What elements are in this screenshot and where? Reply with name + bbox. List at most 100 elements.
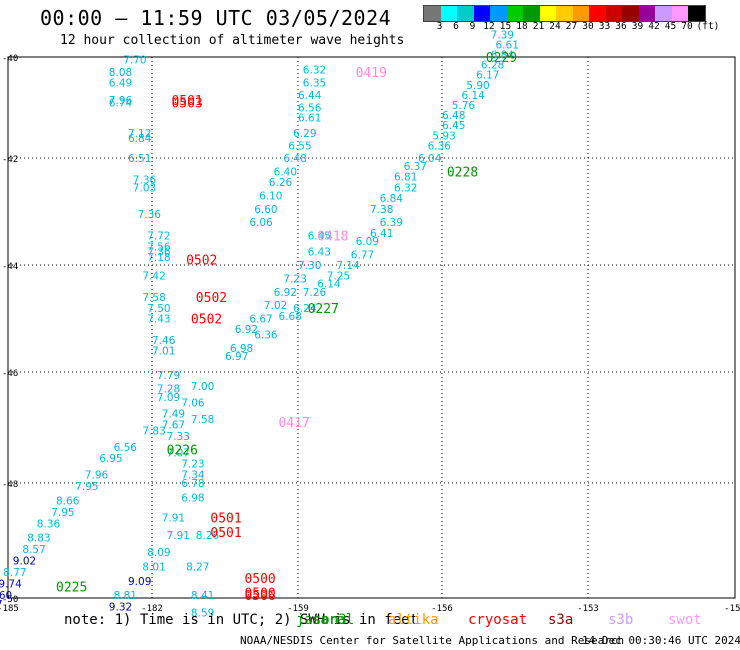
wave-height-reading: 6.10 <box>259 190 282 202</box>
pass-time-label: 0502 <box>186 254 217 269</box>
wave-height-reading: 6.40 <box>274 166 297 178</box>
colorbar-swatch <box>605 6 622 21</box>
wave-height-reading: 7.95 <box>51 507 74 519</box>
lat-tick-label: -42 <box>2 155 18 165</box>
wave-height-reading: 6.26 <box>269 177 293 189</box>
wave-height-reading: 6.32 <box>394 182 417 194</box>
colorbar-label: 42 <box>648 21 660 32</box>
wave-height-reading: 9.27 <box>0 599 3 611</box>
wave-height-reading: 7.23 <box>283 273 306 285</box>
wave-height-reading: 7.28 <box>157 384 180 396</box>
credit-line: NOAA/NESDIS Center for Satellite Applica… <box>240 634 625 647</box>
wave-height-reading: 8.81 <box>114 590 137 602</box>
wave-height-reading: 7.38 <box>370 204 393 216</box>
wave-height-reading: 6.36 <box>428 140 452 152</box>
colorbar-label: 15 <box>499 21 512 32</box>
wave-height-reading: 6.04 <box>418 153 442 165</box>
pass-time-label: 0418 <box>317 230 348 245</box>
colorbar-label: 27 <box>565 21 578 32</box>
colorbar-swatches <box>423 5 706 22</box>
wave-height-reading: 7.91 <box>167 530 190 542</box>
wave-height-reading: 8.27 <box>186 561 209 573</box>
page-subtitle: 12 hour collection of altimeter wave hei… <box>60 33 405 48</box>
lat-tick-label: -48 <box>2 480 18 490</box>
lat-tick-label: -40 <box>2 54 18 64</box>
wave-height-reading: 7.70 <box>123 55 146 67</box>
pass-time-label: 0501 <box>210 512 241 527</box>
colorbar-swatch <box>622 6 639 21</box>
wave-height-reading: 8.66 <box>56 495 80 507</box>
wave-height-reading: 8.41 <box>191 590 214 602</box>
wave-height-reading: 6.97 <box>225 351 248 363</box>
wave-height-reading: 6.95 <box>99 453 122 465</box>
wave-height-reading: 6.56 <box>298 103 322 115</box>
satellite-legend-item: cryosat <box>468 612 528 628</box>
wave-height-reading: 6.92 <box>235 324 258 336</box>
colorbar-swatch <box>671 6 688 21</box>
pass-time-label: 0501 <box>171 94 202 109</box>
pass-time-label: 0419 <box>356 66 387 81</box>
colorbar-label: (ft) <box>696 21 720 32</box>
lon-tick-label: -156 <box>431 604 453 614</box>
satellite-legend-item: altika <box>388 612 439 628</box>
satellite-legend-item: s3a <box>548 612 574 628</box>
wave-height-reading: 7.50 <box>147 303 170 315</box>
wave-height-reading: 7.01 <box>152 346 175 358</box>
wave-height-reading: 7.07 <box>167 447 190 459</box>
wave-height-reading: 8.09 <box>147 547 170 559</box>
lon-tick-label: -159 <box>287 604 309 614</box>
wave-height-reading: 7.96 <box>85 470 109 482</box>
wave-height-reading: 7.91 <box>162 513 185 525</box>
lat-tick-label: -46 <box>2 369 18 379</box>
pass-time-label: 0502 <box>196 291 227 306</box>
colorbar-label: 24 <box>549 21 561 32</box>
wave-height-reading: 6.56 <box>114 442 138 454</box>
wave-height-reading: 8.59 <box>191 607 214 619</box>
satellite-legend-item: swot <box>668 612 702 628</box>
wave-height-reading: 7.23 <box>181 459 204 471</box>
satellite-legend-item: jason3 <box>296 612 347 628</box>
wave-height-reading: 6.61 <box>496 39 519 51</box>
colorbar-swatch <box>589 6 606 21</box>
wave-height-reading: 7.42 <box>142 271 165 283</box>
wave-height-reading: 7.36 <box>147 247 171 259</box>
wave-height-reading: 6.67 <box>249 314 272 326</box>
pass-time-label: 0500 <box>244 586 275 601</box>
wave-height-reading: 6.48 <box>283 153 306 165</box>
wave-height-reading: 6.29 <box>293 128 316 140</box>
wave-height-reading: 9.74 <box>0 579 22 591</box>
wave-height-reading: 6.06 <box>249 217 273 229</box>
wave-height-reading: 6.61 <box>298 113 321 125</box>
wave-height-reading: 6.92 <box>274 287 297 299</box>
wave-height-reading: 8.77 <box>3 567 26 579</box>
wave-height-reading: 6.84 <box>128 133 152 145</box>
colorbar-swatch <box>457 6 474 21</box>
wave-height-reading: 7.12 <box>128 128 151 140</box>
pass-time-label: 0502 <box>191 313 222 328</box>
wave-height-reading: 7.36 <box>138 209 162 221</box>
colorbar-label: 39 <box>631 21 644 32</box>
wave-height-reading: 7.67 <box>162 420 185 432</box>
wave-height-reading: 7.06 <box>181 398 205 410</box>
wave-height-reading: 8.08 <box>109 67 132 79</box>
wave-height-reading: 6.48 <box>442 110 465 122</box>
generated-timestamp: 14 Dec 00:30:46 UTC 2024 <box>582 634 740 647</box>
colorbar-label: 12 <box>483 21 495 32</box>
wave-height-reading: 6.36 <box>254 330 278 342</box>
wave-height-reading: 6.78 <box>181 478 204 490</box>
colorbar-label: 36 <box>615 21 627 32</box>
wave-height-reading: 7.79 <box>157 370 180 382</box>
wave-height-reading: 7.25 <box>327 271 350 283</box>
wave-height-reading: 7.36 <box>133 174 157 186</box>
wave-height-reading: 7.09 <box>157 392 180 404</box>
colorbar-label: 9 <box>469 21 476 32</box>
colorbar-label: 70 <box>681 21 693 32</box>
lat-tick-label: -50 <box>2 595 18 605</box>
wave-height-reading: 7.39 <box>491 29 514 41</box>
colorbar-label: 6 <box>453 21 459 32</box>
colorbar-swatch <box>440 6 457 21</box>
wave-height-reading: 7.96 <box>109 95 133 107</box>
pass-time-label: 0226 <box>167 444 198 459</box>
wave-height-reading: 6.45 <box>308 231 331 243</box>
map-frame <box>7 56 736 599</box>
